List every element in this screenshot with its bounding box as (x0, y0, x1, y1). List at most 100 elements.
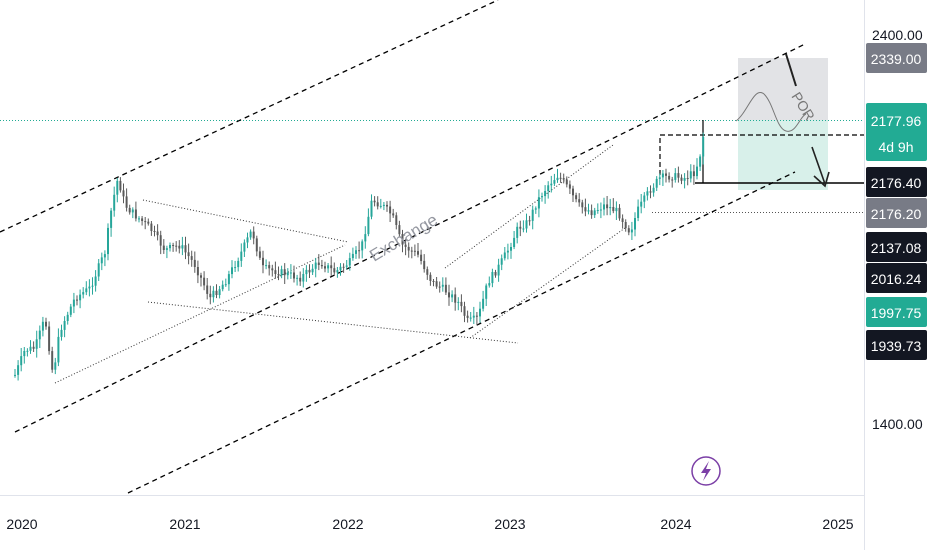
candle-body-2 (20, 356, 23, 366)
x-tick-2024: 2024 (660, 516, 691, 532)
candle-body-180 (572, 188, 574, 196)
range-box-top[interactable] (659, 134, 864, 175)
price-tag-2137-08[interactable]: 2137.08 (866, 232, 927, 262)
candle-body-178 (565, 179, 568, 185)
candle-body-81 (265, 265, 268, 267)
candle-body-13 (54, 362, 57, 370)
candle-body-93 (302, 274, 305, 282)
candle-body-214 (677, 173, 680, 178)
x-tick-2020: 2020 (6, 516, 37, 532)
projection-curve[interactable] (735, 91, 807, 132)
candle-body-98 (317, 262, 320, 265)
candle-body-139 (444, 284, 447, 293)
candle-body-39 (134, 209, 137, 219)
triangle-upper-line[interactable] (142, 199, 349, 243)
price-tag-1939-73[interactable]: 1939.73 (866, 330, 927, 360)
channel-lower-line[interactable] (127, 171, 796, 494)
candle-body-82 (268, 265, 271, 269)
candle-body-36 (125, 196, 128, 208)
price-tag-2176-40-label: 2176.40 (871, 175, 922, 191)
price-tag-2176-20[interactable]: 2176.20 (866, 198, 927, 228)
wedge-upper-line[interactable] (444, 144, 614, 269)
candle-body-46 (156, 231, 159, 236)
candle-body-55 (184, 245, 187, 253)
candle-body-166 (528, 220, 531, 222)
candle-body-152 (485, 285, 488, 299)
candle-body-47 (159, 235, 162, 246)
x-tick-2021: 2021 (169, 516, 200, 532)
candle-body-169 (537, 197, 540, 209)
candle-body-8 (38, 330, 41, 340)
take-profit-zone[interactable] (738, 120, 828, 190)
candle-body-5 (29, 346, 32, 351)
candle-body-68 (224, 284, 227, 286)
candle-body-149 (475, 315, 478, 317)
price-tag-2177-96[interactable]: 2177.96 4d 9h (866, 103, 927, 161)
candle-body-17 (66, 314, 69, 321)
candle-body-194 (615, 207, 618, 212)
price-tag-1997-75[interactable]: 1997.75 (866, 297, 927, 327)
candle-body-118 (379, 205, 382, 207)
projection-arrowhead[interactable] (813, 171, 830, 188)
candle-body-14 (57, 336, 60, 363)
candle-body-26 (94, 276, 97, 286)
candle-body-175 (556, 177, 559, 181)
candle-body-83 (271, 268, 274, 271)
candle-body-212 (671, 179, 674, 181)
stop-loss-zone[interactable] (738, 58, 828, 120)
candle-body-58 (193, 259, 196, 267)
candle-body-35 (122, 190, 125, 197)
candle-body-126 (404, 244, 407, 247)
candles (14, 132, 705, 381)
candle-body-88 (286, 272, 289, 276)
candle-body-100 (324, 266, 326, 269)
projection-line-up[interactable] (785, 53, 797, 87)
candle-body-164 (522, 228, 525, 230)
candle-body-129 (413, 250, 416, 252)
candle-body-181 (575, 195, 578, 200)
candle-body-42 (144, 221, 147, 223)
price-tag-countdown: 4d 9h (878, 139, 913, 155)
price-tag-2016-24[interactable]: 2016.24 (866, 263, 927, 293)
candle-body-215 (680, 177, 683, 181)
candle-body-198 (627, 228, 630, 233)
candle-body-147 (469, 317, 472, 319)
price-tags: 2339.00 2177.96 4d 9h 2176.40 2176.20 21… (866, 43, 927, 360)
channel-middle-line[interactable] (14, 43, 806, 433)
candle-body-22 (82, 292, 85, 295)
trend-support-line[interactable] (54, 244, 346, 384)
candle-body-133 (426, 269, 429, 275)
exchange-watermark: Exchange (366, 210, 441, 265)
projection-arrow-shaft[interactable] (811, 146, 826, 185)
price-tag-2176-20-label: 2176.20 (871, 206, 922, 222)
lightning-icon (701, 461, 711, 481)
price-tag-2339[interactable]: 2339.00 (866, 43, 927, 73)
channel-upper-line[interactable] (0, 0, 499, 233)
candle-body-94 (305, 269, 308, 275)
candle-body-43 (147, 221, 150, 224)
candle-body-109 (351, 253, 354, 259)
candle-body-199 (630, 229, 633, 233)
candle-body-1 (17, 365, 20, 375)
candle-body-50 (169, 245, 171, 249)
candle-body-89 (289, 272, 292, 274)
candle-body-183 (581, 202, 584, 208)
candle-body-12 (51, 351, 54, 370)
candle-body-38 (131, 209, 134, 213)
candle-body-84 (274, 270, 277, 274)
candle-body-153 (488, 283, 491, 286)
candle-body-54 (181, 245, 184, 249)
candle-body-95 (308, 269, 311, 273)
triangle-lower-line[interactable] (147, 301, 519, 344)
x-tick-2023: 2023 (494, 516, 525, 532)
candle-body-97 (314, 262, 317, 269)
candle-body-11 (48, 326, 51, 352)
candle-body-125 (401, 234, 404, 245)
candle-body-19 (72, 299, 75, 307)
candle-body-113 (364, 234, 367, 242)
price-tag-2176-40[interactable]: 2176.40 (866, 167, 927, 197)
candle-body-65 (215, 290, 218, 295)
candle-body-44 (150, 223, 153, 231)
